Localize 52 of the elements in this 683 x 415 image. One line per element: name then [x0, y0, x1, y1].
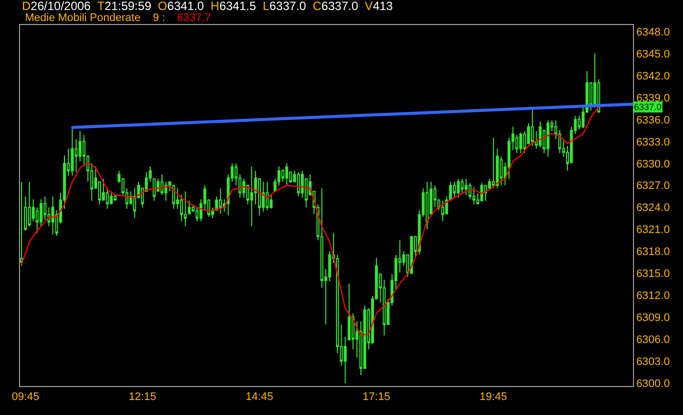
- candlestick: [28, 181, 31, 227]
- candlestick: [546, 120, 550, 158]
- candlestick: [296, 172, 300, 197]
- candlestick: [472, 186, 476, 205]
- x-tick-label: 09:45: [12, 391, 40, 404]
- y-tick-label: 6315.0: [636, 268, 670, 280]
- annotation: 6337.0: [634, 102, 662, 112]
- y-tick-label: 6318.0: [636, 246, 670, 258]
- candlestick: [266, 181, 269, 211]
- candlestick: [285, 162, 288, 186]
- candlestick: [20, 181, 24, 266]
- line-series: [20, 106, 600, 336]
- candlestick: [530, 108, 534, 146]
- y-tick-label: 6300.0: [636, 378, 670, 390]
- x-tick-label: 19:45: [480, 391, 508, 404]
- y-tick-label: 6306.0: [636, 334, 670, 346]
- text: 6337.7: [177, 12, 211, 24]
- candlestick: [492, 137, 495, 189]
- candlestick: [219, 188, 222, 214]
- chart-title: D26/10/2006 T21:59:59 O6341.0 H6341.5 L6337.0 C6337.0 V413: [22, 0, 393, 13]
- y-tick-label: 6333.0: [636, 136, 670, 148]
- y-tick-label: 6330.0: [636, 158, 670, 170]
- y-tick-label: 6309.0: [636, 312, 670, 324]
- candlestick: [464, 178, 468, 196]
- y-tick-label: 6345.0: [636, 48, 670, 60]
- candlestick: [184, 190, 187, 227]
- y-tick-label: 6342.0: [636, 70, 670, 82]
- y-tick-label: 6312.0: [636, 290, 670, 302]
- y-tick-label: 6327.0: [636, 180, 670, 192]
- x-tick-label: 12:15: [128, 391, 156, 404]
- x-tick-label: 17:15: [362, 391, 390, 404]
- candlestick: [250, 166, 254, 227]
- y-tick-label: 6336.0: [636, 114, 670, 126]
- y-tick-label: 6324.0: [636, 202, 670, 214]
- y-tick-label: 6321.0: [636, 224, 670, 236]
- candlestick: [262, 181, 265, 212]
- y-tick-label: 6303.0: [636, 356, 670, 368]
- candlestick: [441, 200, 444, 222]
- chart-subtitle: Medie Mobili Ponderate: [25, 12, 141, 24]
- text: 9 :: [152, 12, 166, 24]
- candlestick: [456, 178, 460, 198]
- x-tick-label: 14:45: [246, 391, 274, 404]
- candlestick: [51, 196, 54, 235]
- candlestick: [452, 181, 456, 198]
- candlestick: [519, 132, 522, 154]
- candlestick: [172, 184, 176, 210]
- y-tick-label: 6339.0: [636, 92, 670, 104]
- candlestick: [410, 235, 413, 274]
- candlestick: [426, 181, 429, 230]
- candlestick: [114, 194, 117, 202]
- y-tick-label: 6348.0: [636, 26, 670, 38]
- candlestick: [70, 128, 74, 176]
